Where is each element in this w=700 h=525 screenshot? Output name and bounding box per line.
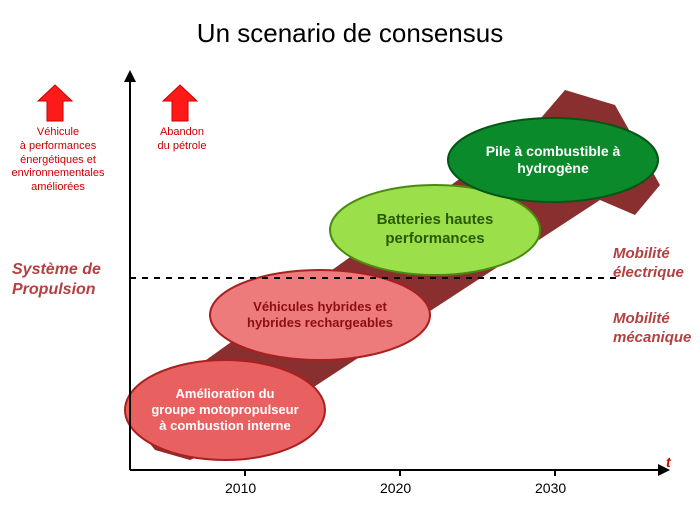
x-tick-label: 2020 bbox=[380, 480, 411, 498]
stage-label: Véhicules hybrides ethybrides rechargeab… bbox=[216, 274, 424, 356]
y-axis-label: Système dePropulsion bbox=[12, 260, 122, 300]
label-mobilite-electrique: Mobilitéélectrique bbox=[613, 245, 693, 283]
x-tick-label: 2010 bbox=[225, 480, 256, 498]
up-arrow-icon bbox=[38, 85, 72, 121]
stage-label: Amélioration dugroupe motopropulseurà co… bbox=[131, 364, 319, 456]
annotation-left-arrow: Véhiculeà performancesénergétiques etenv… bbox=[8, 126, 108, 195]
stage-label: Batteries hautesperformances bbox=[336, 189, 534, 271]
annotation-right-arrow: Abandondu pétrole bbox=[150, 126, 214, 154]
stage-label: Pile à combustible àhydrogène bbox=[454, 122, 652, 198]
up-arrow-icon bbox=[163, 85, 197, 121]
x-tick-label: 2030 bbox=[535, 480, 566, 498]
label-mobilite-mecanique: Mobilitémécanique bbox=[613, 310, 700, 348]
x-axis-label: t bbox=[666, 454, 671, 472]
